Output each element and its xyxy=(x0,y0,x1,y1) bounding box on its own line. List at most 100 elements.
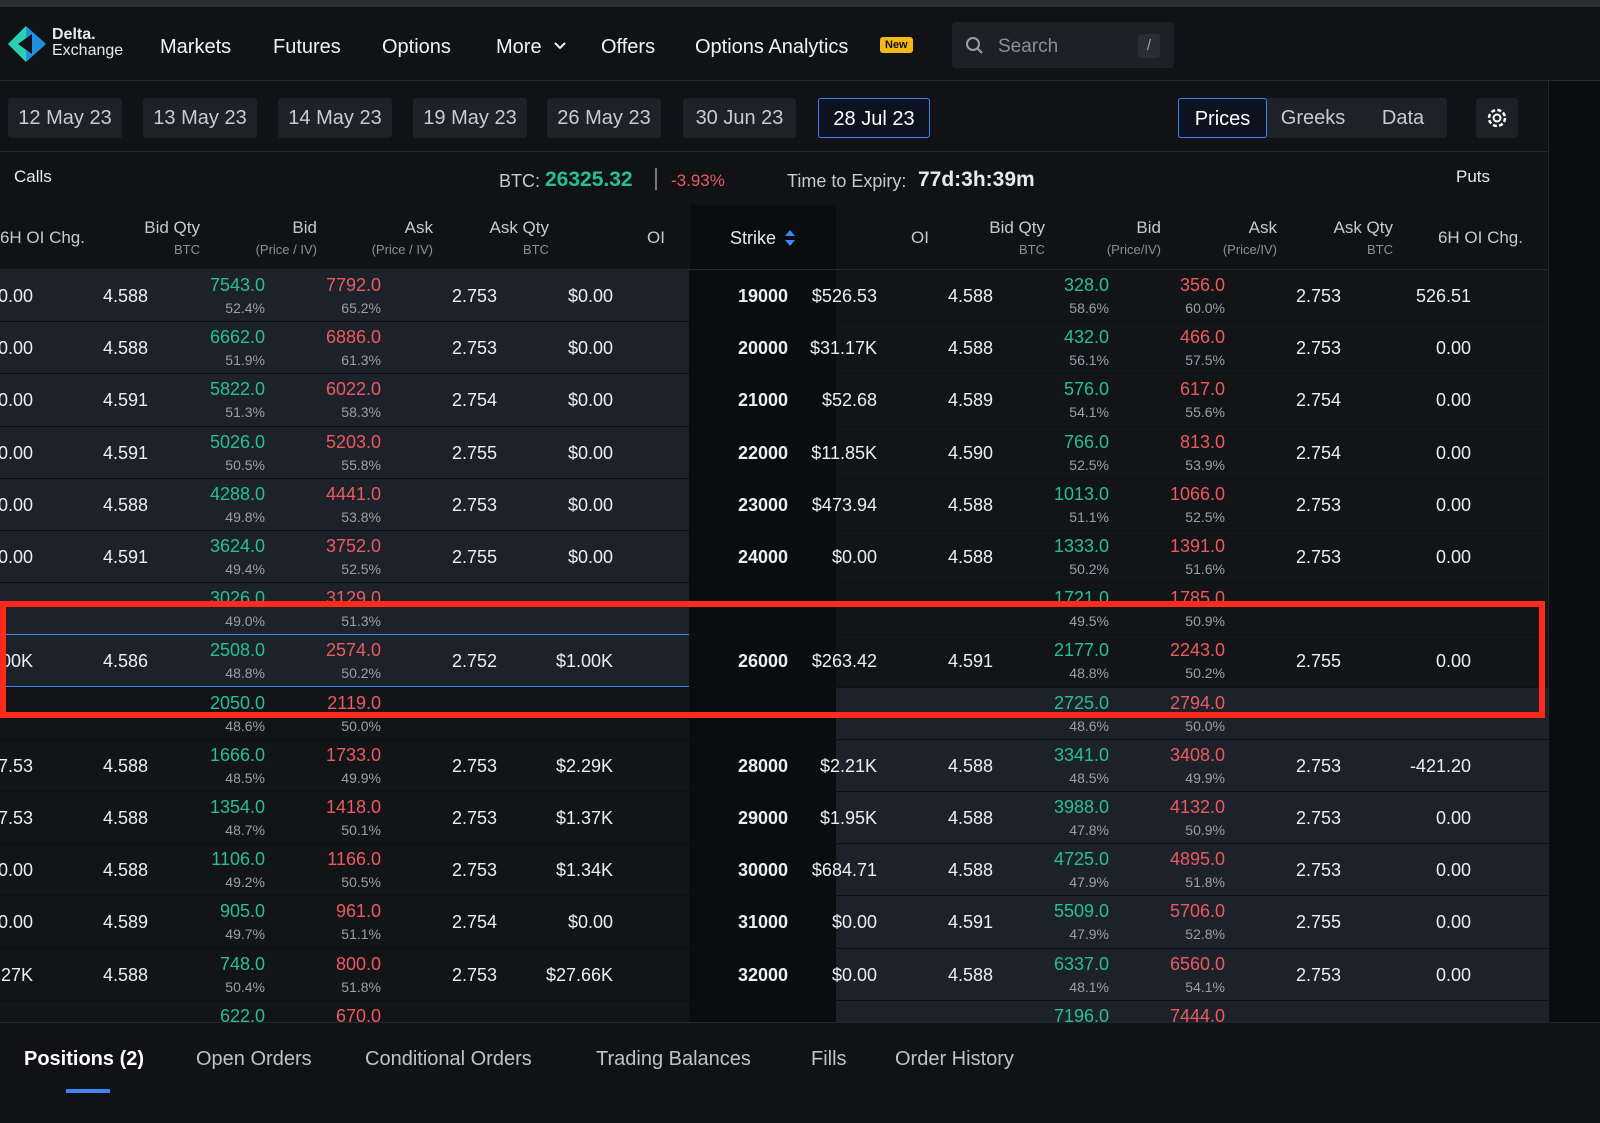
ask-price[interactable]: 466.0 xyxy=(1179,327,1225,348)
expiry-tab[interactable]: 12 May 23 xyxy=(8,98,122,138)
ask-price[interactable]: 2243.0 xyxy=(1169,640,1225,661)
cell-value[interactable]: 4.588 xyxy=(947,808,993,828)
ask-price[interactable]: 4132.0 xyxy=(1169,797,1225,817)
cell-value[interactable]: -447.53 xyxy=(0,808,33,828)
ask-price[interactable]: 961.0 xyxy=(335,901,381,922)
expiry-tab[interactable]: 26 May 23 xyxy=(547,98,661,138)
cell-value[interactable]: 0.00 xyxy=(1435,442,1471,463)
view-tab[interactable]: Prices xyxy=(1178,98,1267,138)
cell-value[interactable]: 2.753 xyxy=(451,808,497,828)
expiry-tab[interactable]: 14 May 23 xyxy=(278,98,392,138)
cell-value[interactable]: $684.71 xyxy=(811,860,877,881)
cell-value[interactable]: -5.27K xyxy=(0,964,33,985)
strike[interactable]: 19000 xyxy=(737,286,789,306)
bid-price[interactable]: 7543.0 xyxy=(209,275,265,295)
bid-price[interactable]: 1013.0 xyxy=(1053,483,1109,504)
cell-value[interactable]: 2.754 xyxy=(451,390,497,411)
bottom-tab[interactable]: Order History xyxy=(895,1048,1014,1070)
bottom-tab[interactable]: Open Orders xyxy=(196,1048,312,1070)
bid-price[interactable]: 4725.0 xyxy=(1053,849,1109,870)
cell-value[interactable]: 0.00 xyxy=(0,338,33,359)
cell-value[interactable]: 4.589 xyxy=(102,912,148,933)
ask-price[interactable]: 6022.0 xyxy=(325,379,381,400)
ask-price[interactable]: 2794.0 xyxy=(1169,692,1225,713)
ask-price[interactable]: 813.0 xyxy=(1179,431,1225,452)
cell-value[interactable]: 4.591 xyxy=(947,651,993,672)
ask-price[interactable]: 4895.0 xyxy=(1169,849,1225,870)
expiry-tab[interactable]: 19 May 23 xyxy=(413,98,527,138)
ask-price[interactable]: 356.0 xyxy=(1179,275,1225,295)
cell-value[interactable]: 0.00 xyxy=(0,286,33,306)
bid-price[interactable]: 5509.0 xyxy=(1053,901,1109,922)
ask-price[interactable]: 800.0 xyxy=(335,953,381,974)
cell-value[interactable]: 2.753 xyxy=(1295,860,1341,881)
cell-value[interactable]: 2.755 xyxy=(451,547,497,567)
bid-price[interactable]: 2177.0 xyxy=(1053,640,1109,661)
expiry-tab[interactable]: 30 Jun 23 xyxy=(683,98,796,138)
bid-price[interactable]: 2050.0 xyxy=(209,692,265,713)
bid-price[interactable]: 905.0 xyxy=(219,901,265,922)
cell-value[interactable]: 0.00 xyxy=(1435,912,1471,933)
cell-value[interactable]: 2.753 xyxy=(1295,808,1341,828)
bid-price[interactable]: 3988.0 xyxy=(1053,797,1109,817)
ask-price[interactable]: 1733.0 xyxy=(325,744,381,765)
bid-price[interactable]: 1666.0 xyxy=(209,744,265,765)
bid-price[interactable]: 7196.0 xyxy=(1053,1005,1109,1022)
ask-price[interactable]: 5706.0 xyxy=(1169,901,1225,922)
ask-price[interactable]: 7444.0 xyxy=(1169,1005,1225,1022)
cell-value[interactable]: 0.00 xyxy=(0,860,33,881)
cell-value[interactable]: 4.588 xyxy=(947,338,993,359)
cell-value[interactable]: 4.586 xyxy=(102,651,148,672)
strike[interactable]: 23000 xyxy=(737,494,789,515)
cell-value[interactable]: 4.588 xyxy=(102,494,148,515)
cell-value[interactable]: 0.00 xyxy=(1435,338,1471,359)
expiry-tab[interactable]: 13 May 23 xyxy=(143,98,257,138)
cell-value[interactable]: 4.588 xyxy=(947,547,993,567)
cell-value[interactable]: 2.753 xyxy=(451,494,497,515)
bid-price[interactable]: 622.0 xyxy=(219,1005,265,1022)
cell-value[interactable]: 4.591 xyxy=(102,390,148,411)
strike[interactable]: 20000 xyxy=(737,338,789,359)
cell-value[interactable]: $1.95K xyxy=(819,808,877,828)
expiry-tab[interactable]: 28 Jul 23 xyxy=(818,98,930,138)
ask-price[interactable]: 4441.0 xyxy=(325,483,381,504)
cell-value[interactable]: $2.29K xyxy=(555,755,613,776)
cell-value[interactable]: 0.00 xyxy=(1435,808,1471,828)
cell-value[interactable]: -421.20 xyxy=(1409,755,1471,776)
cell-value[interactable]: $52.68 xyxy=(821,390,877,411)
strike[interactable]: 30000 xyxy=(737,860,789,881)
cell-value[interactable]: 4.588 xyxy=(102,860,148,881)
cell-value[interactable]: 4.591 xyxy=(102,547,148,567)
cell-value[interactable]: 4.591 xyxy=(947,912,993,933)
cell-value[interactable]: $0.00 xyxy=(567,912,613,933)
ask-price[interactable]: 6560.0 xyxy=(1169,953,1225,974)
ask-price[interactable]: 2119.0 xyxy=(327,692,381,713)
bid-price[interactable]: 1106.0 xyxy=(211,849,265,870)
cell-value[interactable]: $2.21K xyxy=(819,755,877,776)
cell-value[interactable]: $1.37K xyxy=(555,808,613,828)
cell-value[interactable]: $0.00 xyxy=(831,912,877,933)
cell-value[interactable]: $0.00 xyxy=(567,547,613,567)
nav-link[interactable]: More xyxy=(496,36,542,58)
cell-value[interactable]: 4.590 xyxy=(947,442,993,463)
cell-value[interactable]: 2.753 xyxy=(451,338,497,359)
ask-price[interactable]: 1166.0 xyxy=(327,849,381,870)
cell-value[interactable]: 2.754 xyxy=(1295,442,1341,463)
strike[interactable]: 22000 xyxy=(737,442,789,463)
cell-value[interactable]: 2.754 xyxy=(451,912,497,933)
cell-value[interactable]: 2.755 xyxy=(1295,651,1341,672)
nav-link[interactable]: Options xyxy=(382,36,451,58)
bottom-tab[interactable]: Trading Balances xyxy=(596,1048,751,1070)
cell-value[interactable]: $1.34K xyxy=(555,860,613,881)
cell-value[interactable]: $473.94 xyxy=(811,494,877,515)
cell-value[interactable]: -447.53 xyxy=(0,755,33,776)
cell-value[interactable]: $0.00 xyxy=(831,547,877,567)
cell-value[interactable]: 4.588 xyxy=(102,286,148,306)
cell-value[interactable]: $263.42 xyxy=(811,651,877,672)
ask-price[interactable]: 617.0 xyxy=(1179,379,1225,400)
bid-price[interactable]: 6662.0 xyxy=(209,327,265,348)
cell-value[interactable]: 0.00 xyxy=(1435,494,1471,515)
bid-price[interactable]: 4288.0 xyxy=(209,483,265,504)
cell-value[interactable]: $0.00 xyxy=(831,964,877,985)
cell-value[interactable]: 4.588 xyxy=(102,808,148,828)
